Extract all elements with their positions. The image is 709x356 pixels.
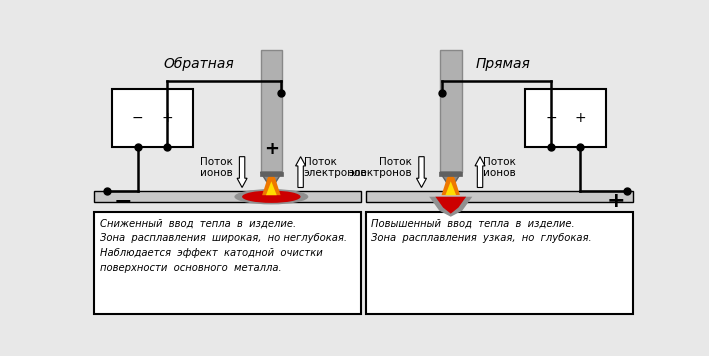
FancyArrow shape xyxy=(237,157,247,188)
Polygon shape xyxy=(429,197,472,217)
Bar xyxy=(94,191,362,202)
Bar xyxy=(94,212,362,314)
Text: −: − xyxy=(113,191,132,211)
Bar xyxy=(261,51,282,172)
Bar xyxy=(366,212,633,314)
Bar xyxy=(525,89,606,147)
Text: Сниженный  ввод  тепла  в  изделие.
Зона  расплавления  широкая,  но неглубокая.: Сниженный ввод тепла в изделие. Зона рас… xyxy=(100,218,347,273)
Polygon shape xyxy=(266,181,277,195)
Text: −: − xyxy=(132,111,144,125)
Text: +: + xyxy=(264,140,279,158)
Bar xyxy=(366,191,633,202)
Polygon shape xyxy=(261,172,282,189)
Text: +: + xyxy=(607,191,625,211)
Text: +: + xyxy=(574,111,586,125)
Text: Повышенный  ввод  тепла  в  изделие.
Зона  расплавления  узкая,  но  глубокая.: Повышенный ввод тепла в изделие. Зона ра… xyxy=(372,218,592,243)
Text: Поток
ионов: Поток ионов xyxy=(200,157,233,178)
Bar xyxy=(259,172,283,176)
Text: Поток
ионов: Поток ионов xyxy=(483,157,516,178)
Polygon shape xyxy=(442,172,460,195)
Text: +: + xyxy=(161,111,173,125)
Text: −: − xyxy=(545,111,557,125)
Bar xyxy=(439,172,462,176)
Ellipse shape xyxy=(242,190,301,203)
Polygon shape xyxy=(262,172,281,195)
FancyArrow shape xyxy=(416,157,427,188)
Text: Прямая: Прямая xyxy=(476,57,530,70)
FancyArrow shape xyxy=(475,157,485,188)
FancyArrow shape xyxy=(296,157,306,188)
Text: Поток
электронов: Поток электронов xyxy=(303,157,367,178)
Text: Обратная: Обратная xyxy=(164,57,234,71)
Text: Поток
электронов: Поток электронов xyxy=(349,157,412,178)
Polygon shape xyxy=(435,197,466,214)
Bar xyxy=(440,51,462,172)
Ellipse shape xyxy=(235,189,308,204)
Polygon shape xyxy=(445,181,456,195)
Polygon shape xyxy=(440,172,462,189)
Bar xyxy=(112,89,193,147)
